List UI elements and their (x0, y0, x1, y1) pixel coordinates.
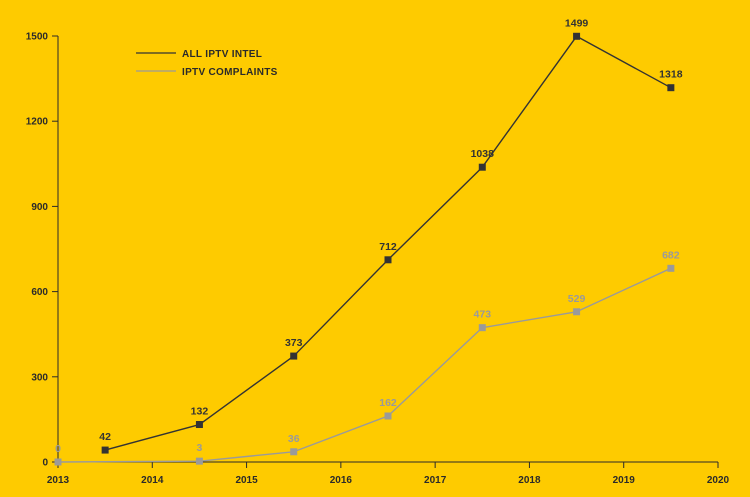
data-label: 373 (285, 337, 303, 349)
data-point (667, 264, 675, 272)
data-point (54, 458, 62, 466)
x-tick-label: 2014 (141, 475, 164, 486)
axes: 0 300 600 900 1200 1500 2013 2014 2015 2016 2017 20… (26, 32, 730, 487)
data-label: 36 (288, 433, 300, 445)
x-tick-label: 2018 (518, 475, 541, 486)
data-point (290, 352, 298, 360)
data-label: 712 (379, 241, 397, 253)
x-tick-label: 2013 (47, 475, 70, 486)
data-label: 162 (379, 397, 397, 409)
y-tick-label: 1200 (26, 117, 49, 128)
data-label: 473 (474, 309, 492, 321)
y-tick-label: 600 (31, 287, 48, 298)
data-label: 0 (55, 443, 61, 455)
x-tick-label: 2016 (330, 475, 353, 486)
data-point (667, 84, 675, 92)
y-tick-label: 900 (31, 202, 48, 213)
data-point (195, 457, 203, 465)
legend-label: ALL IPTV INTEL (182, 49, 262, 60)
legend-label: IPTV COMPLAINTS (182, 67, 278, 78)
y-tick-label: 300 (31, 372, 48, 383)
data-point (573, 308, 581, 316)
data-label: 132 (191, 406, 209, 418)
series-layer: 0 3 36 162 473 529 682 42 132 373 712 1038 1499 1318 (54, 17, 683, 466)
data-label: 1038 (471, 148, 495, 160)
data-point (384, 256, 392, 264)
y-tick-label: 0 (42, 458, 48, 469)
series: 0 3 36 162 473 529 682 (54, 249, 680, 466)
x-tick-label: 2019 (613, 475, 636, 486)
x-tick-label: 2015 (235, 475, 258, 486)
data-label: 1499 (565, 17, 589, 29)
data-point (290, 448, 298, 456)
data-point (573, 32, 581, 40)
data-point (195, 421, 203, 429)
data-label: 529 (568, 293, 586, 305)
data-point (101, 446, 109, 454)
data-point (384, 412, 392, 420)
data-label: 42 (99, 431, 111, 443)
data-label: 1318 (659, 69, 683, 81)
legend: ALL IPTV INTEL IPTV COMPLAINTS (136, 49, 278, 78)
data-point (478, 324, 486, 332)
series: 42 132 373 712 1038 1499 1318 (99, 17, 683, 454)
y-tick-label: 1500 (26, 32, 49, 43)
data-label: 3 (197, 442, 203, 454)
x-tick-label: 2020 (707, 475, 730, 486)
data-label: 682 (662, 249, 680, 261)
data-point (478, 163, 486, 171)
x-tick-label: 2017 (424, 475, 447, 486)
